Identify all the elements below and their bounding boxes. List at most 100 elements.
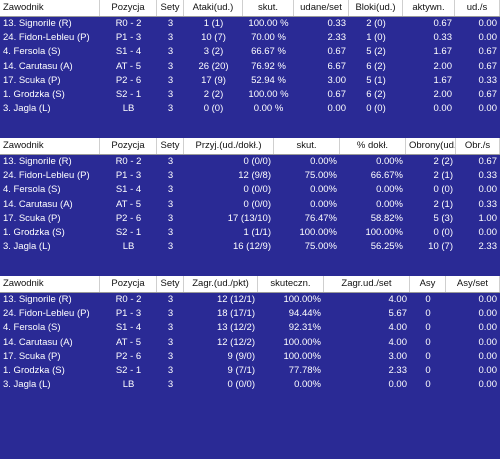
- player-name-cell: 24. Fidon-Lebleu (P): [3, 170, 90, 182]
- table-cell: 10 (7): [428, 241, 453, 253]
- table-row[interactable]: 14. Carutasu (A) AT - 5 3 26 (20) 76.92 % 6.6…: [0, 60, 500, 74]
- player-name-cell: 17. Scuka (P): [3, 74, 61, 86]
- table-cell: AT - 5: [116, 60, 141, 72]
- column-header[interactable]: % dokł.: [340, 138, 406, 154]
- table-cell: 0: [425, 322, 431, 334]
- table-row[interactable]: 3. Jagla (L) LB 3 0 (0) 0.00 % 0.00 0 (0) 0.00 0…: [0, 102, 500, 116]
- table-row[interactable]: 3. Jagla (L) LB 3 0 (0/0) 0.00% 0.00 0 0.00: [0, 378, 500, 392]
- column-header[interactable]: Bloki(ud.): [349, 0, 403, 16]
- table-cell: S1 - 4: [115, 46, 142, 58]
- table-row[interactable]: 17. Scuka (P) P2 - 6 3 9 (9/0) 100.00% 3.00 0 0…: [0, 350, 500, 364]
- table-cell: LB: [122, 103, 135, 115]
- table-cell: S1 - 4: [115, 184, 142, 196]
- table-cell: 0.67: [433, 18, 453, 29]
- table-cell: 2.33: [478, 241, 498, 253]
- table-cell: 0.00%: [376, 156, 403, 167]
- table-row[interactable]: 1. Grodzka (S) S2 - 1 3 2 (2) 100.00 % 0.67 6 …: [0, 88, 500, 102]
- table-cell: 0.67: [478, 156, 498, 167]
- table-row[interactable]: 3. Jagla (L) LB 3 16 (12/9) 75.00% 56.25% 10 (…: [0, 240, 500, 254]
- table-row[interactable]: 4. Fersola (S) S1 - 4 3 13 (12/2) 92.31% 4.00…: [0, 321, 500, 335]
- column-header[interactable]: Pozycja: [100, 276, 157, 292]
- column-header[interactable]: Asy: [410, 276, 446, 292]
- table-cell: 12 (12/1): [216, 294, 255, 305]
- column-header[interactable]: Obrony(ud.): [406, 138, 456, 154]
- column-header[interactable]: Zagr.(ud./pkt): [184, 276, 258, 292]
- table-cell: 66.67 %: [251, 46, 286, 58]
- table-cell: 0 (0/0): [243, 198, 271, 210]
- table-row[interactable]: 13. Signorile (R) R0 - 2 3 12 (12/1) 100.00%…: [0, 293, 500, 307]
- table-row[interactable]: 14. Carutasu (A) AT - 5 3 12 (12/2) 100.00% 4…: [0, 336, 500, 350]
- table-row[interactable]: 1. Grodzka (S) S2 - 1 3 1 (1/1) 100.00% 100.0…: [0, 226, 500, 240]
- table-cell: 2 (0): [366, 18, 386, 29]
- column-header[interactable]: Asy/set: [446, 276, 500, 292]
- column-header[interactable]: skut.: [274, 138, 340, 154]
- table-row[interactable]: 4. Fersola (S) S1 - 4 3 3 (2) 66.67 % 0.67 5 (…: [0, 45, 500, 59]
- table-cell: 0 (0/0): [243, 156, 271, 167]
- table-cell: 0.00%: [310, 184, 337, 196]
- column-header[interactable]: Zawodnik: [0, 276, 100, 292]
- table-cell: 76.92 %: [251, 60, 286, 72]
- table-cell: 0.33: [327, 18, 347, 29]
- table-row[interactable]: 17. Scuka (P) P2 - 6 3 17 (13/10) 76.47% 58.8…: [0, 212, 500, 226]
- table-cell: 0.00: [327, 103, 347, 115]
- column-header[interactable]: skuteczn.: [258, 276, 324, 292]
- table-cell: R0 - 2: [115, 294, 142, 305]
- table-cell: 3: [167, 241, 174, 253]
- column-header[interactable]: skut.: [243, 0, 294, 16]
- table-row[interactable]: 24. Fidon-Lebleu (P) P1 - 3 3 10 (7) 70.00 %…: [0, 31, 500, 45]
- table-cell: S2 - 1: [115, 227, 142, 238]
- table-cell: 3: [167, 170, 174, 182]
- player-name-cell: 17. Scuka (P): [3, 212, 61, 224]
- column-header[interactable]: Pozycja: [100, 0, 157, 16]
- column-header[interactable]: Zawodnik: [0, 138, 100, 154]
- table-cell: 3: [167, 74, 174, 86]
- table-cell: 17 (13/10): [227, 212, 271, 224]
- column-header[interactable]: Zagr.ud./set: [324, 276, 410, 292]
- table-cell: 1.00: [478, 212, 498, 224]
- table-row[interactable]: 24. Fidon-Lebleu (P) P1 - 3 3 18 (17/1) 94.4…: [0, 307, 500, 321]
- table-cell: 5 (2): [366, 46, 386, 58]
- table-row[interactable]: 17. Scuka (P) P2 - 6 3 17 (9) 52.94 % 3.00 5 (…: [0, 74, 500, 88]
- table-cell: 0 (0): [203, 103, 224, 115]
- table-cell: LB: [122, 241, 135, 253]
- column-header[interactable]: Ataki(ud.): [184, 0, 243, 16]
- table-cell: 3: [167, 212, 174, 224]
- table-cell: 0 (0): [366, 103, 386, 115]
- table-cell: 0 (0): [433, 184, 453, 196]
- table-cell: 76.47%: [304, 212, 337, 224]
- column-header[interactable]: Przyj.(ud./dokł.): [184, 138, 274, 154]
- column-header[interactable]: aktywn.: [403, 0, 455, 16]
- table-cell: 16 (12/9): [232, 241, 271, 253]
- column-header[interactable]: Sety: [157, 276, 184, 292]
- table-cell: LB: [122, 379, 135, 391]
- stats-table-1: Zawodnik Pozycja Sety Ataki(ud.) skut. udane/…: [0, 0, 500, 120]
- table-cell: 17 (9): [201, 74, 226, 86]
- table-row[interactable]: 14. Carutasu (A) AT - 5 3 0 (0/0) 0.00% 0.00%…: [0, 198, 500, 212]
- column-header[interactable]: Zawodnik: [0, 0, 100, 16]
- table-row[interactable]: 24. Fidon-Lebleu (P) P1 - 3 3 12 (9/8) 75.00…: [0, 169, 500, 183]
- table-row[interactable]: 1. Grodzka (S) S2 - 1 3 9 (7/1) 77.78% 2.33 0 0…: [0, 364, 500, 378]
- table-cell: 1 (1): [203, 18, 224, 29]
- table-row[interactable]: 13. Signorile (R) R0 - 2 3 1 (1) 100.00 % 0.3…: [0, 17, 500, 31]
- table-cell: 0.67: [478, 60, 498, 72]
- player-name-cell: 3. Jagla (L): [3, 241, 51, 253]
- table-cell: 0.00: [478, 308, 498, 320]
- table-cell: 0.00%: [294, 379, 321, 391]
- table-cell: 75.00%: [304, 241, 337, 253]
- table-cell: R0 - 2: [115, 156, 142, 167]
- column-header[interactable]: Pozycja: [100, 138, 157, 154]
- table-cell: 0.00: [478, 32, 498, 44]
- column-header[interactable]: ud./s: [455, 0, 500, 16]
- table-cell: 58.82%: [370, 212, 403, 224]
- player-name-cell: 4. Fersola (S): [3, 322, 61, 334]
- table-row[interactable]: 4. Fersola (S) S1 - 4 3 0 (0/0) 0.00% 0.00% 0 …: [0, 183, 500, 197]
- column-header[interactable]: Obr./s: [456, 138, 500, 154]
- table-cell: 0.00%: [310, 198, 337, 210]
- table-cell: 3: [167, 89, 174, 100]
- column-header[interactable]: udane/set: [294, 0, 349, 16]
- column-header[interactable]: Sety: [157, 0, 184, 16]
- table-cell: 0.33: [433, 32, 453, 44]
- column-header[interactable]: Sety: [157, 138, 184, 154]
- table-row[interactable]: 13. Signorile (R) R0 - 2 3 0 (0/0) 0.00% 0.00…: [0, 155, 500, 169]
- table-cell: 5 (3): [433, 212, 453, 224]
